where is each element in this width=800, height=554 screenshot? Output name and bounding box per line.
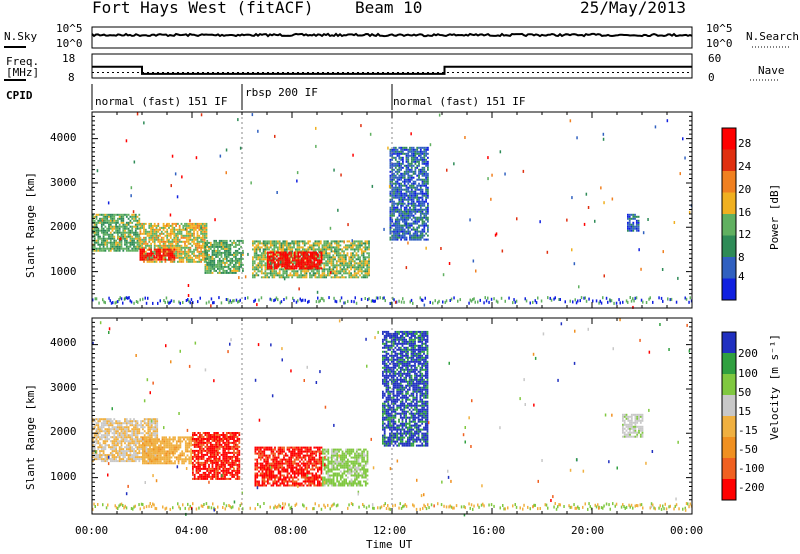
power-colorbar-frame	[721, 127, 737, 301]
power-echo-region-7	[627, 213, 640, 232]
cpid-boundaries	[91, 84, 393, 110]
noise-strip-frame	[91, 26, 693, 49]
xtick-0800: 08:00	[274, 524, 308, 537]
power-cb-tick-28: 28	[738, 137, 752, 150]
power-axis-ticks	[91, 112, 693, 308]
velocity-cb-tick-m15: -15	[738, 424, 758, 437]
velocity-speckle	[92, 318, 691, 517]
nave-tick-high-right: 60	[708, 52, 722, 65]
power-echo-region-6	[389, 146, 429, 241]
power-ground-band	[92, 296, 693, 305]
cpid-segment-3: normal (fast) 151 IF	[393, 95, 526, 108]
velocity-ytick-2000: 2000	[50, 425, 77, 438]
xtick-0000: 00:00	[75, 524, 109, 537]
station-title: Fort Hays West (fitACF)	[92, 0, 314, 17]
velocity-ground-band	[92, 502, 693, 511]
noise-tick-low-right: 10^0	[706, 37, 733, 50]
freq-label: Freq.	[6, 55, 40, 68]
power-colorbar-swatch-6	[722, 149, 736, 171]
xlabel: Time UT	[366, 538, 413, 551]
cpid-label: CPID	[6, 89, 33, 102]
power-cb-tick-12: 12	[738, 228, 752, 241]
power-colorbar-swatch-7	[722, 128, 736, 150]
velocity-colorbar-frame	[721, 331, 737, 501]
power-ytick-4000: 4000	[50, 131, 77, 144]
velocity-cb-tick-15: 15	[738, 405, 752, 418]
velocity-cb-tick-50: 50	[738, 386, 752, 399]
freq-tick-low-left: 8	[68, 71, 75, 84]
power-cb-tick-16: 16	[738, 206, 752, 219]
velocity-colorbar-swatch-5	[722, 374, 736, 395]
cpid-segment-2: rbsp 200 IF	[245, 86, 318, 99]
power-ytick-2000: 2000	[50, 220, 77, 233]
velocity-ytick-4000: 4000	[50, 336, 77, 349]
cpid-segment-1: normal (fast) 151 IF	[95, 95, 228, 108]
date-label: 25/May/2013	[580, 0, 686, 17]
noise-tick-low-left: 10^0	[56, 37, 83, 50]
nave-tick-low-right: 0	[708, 71, 715, 84]
power-ytick-3000: 3000	[50, 176, 77, 189]
velocity-echo-region-3	[254, 446, 323, 487]
power-echo-region-0	[92, 213, 141, 252]
power-cb-tick-4: 4	[738, 270, 745, 283]
frequency-line	[92, 65, 692, 75]
velocity-echo-region-2	[192, 432, 241, 480]
velocity-colorbar-swatch-2	[722, 437, 736, 458]
power-cb-tick-20: 20	[738, 183, 752, 196]
velocity-colorbar-swatch-6	[722, 353, 736, 374]
velocity-colorbar-swatch-3	[722, 416, 736, 437]
power-colorbar-swatch-0	[722, 278, 736, 300]
velocity-echo-region-4	[322, 448, 369, 487]
velocity-cb-tick-100: 100	[738, 367, 758, 380]
velocity-colorbar-swatch-4	[722, 395, 736, 416]
power-colorbar-swatch-1	[722, 257, 736, 279]
power-cb-tick-24: 24	[738, 160, 752, 173]
xtick-1600: 16:00	[472, 524, 506, 537]
power-colorbar-swatch-3	[722, 214, 736, 236]
velocity-colorbar-swatch-7	[722, 332, 736, 353]
power-cb-tick-8: 8	[738, 251, 745, 264]
nsearch-label: N.Search	[746, 30, 799, 43]
velocity-colorbar-swatch-0	[722, 479, 736, 500]
power-mode-boundaries	[241, 112, 393, 308]
velocity-ytick-3000: 3000	[50, 381, 77, 394]
power-echo-region-2	[139, 248, 176, 261]
xtick-0400: 04:00	[175, 524, 209, 537]
velocity-cb-tick-m100: -100	[738, 462, 765, 475]
beam-label: Beam 10	[355, 0, 423, 17]
velocity-echo-region-5	[382, 330, 429, 447]
velocity-echo-region-6	[622, 413, 644, 438]
power-colorbar-swatch-5	[722, 171, 736, 193]
velocity-colorbar-swatch-1	[722, 458, 736, 479]
power-echo-region-5	[267, 251, 323, 270]
velocity-axis-ticks	[91, 318, 693, 514]
xtick-2000: 20:00	[571, 524, 605, 537]
noise-tick-high-left: 10^5	[56, 22, 83, 35]
xtick-2400: 00:00	[670, 524, 704, 537]
power-speckle	[96, 112, 693, 309]
freq-unit-label: [MHz]	[6, 66, 40, 79]
velocity-ytick-1000: 1000	[50, 470, 77, 483]
velocity-echo-region-1	[142, 436, 192, 465]
power-echo-region-3	[204, 239, 244, 274]
freq-tick-high-left: 18	[62, 52, 76, 65]
xtick-1200: 12:00	[373, 524, 407, 537]
velocity-cb-tick-m200: -200	[738, 481, 765, 494]
nave-label: Nave	[758, 64, 785, 77]
power-ytick-1000: 1000	[50, 265, 77, 278]
nsky-label: N.Sky	[4, 30, 38, 43]
power-colorbar-swatch-4	[722, 192, 736, 214]
velocity-cb-tick-m50: -50	[738, 443, 758, 456]
noise-tick-high-right: 10^5	[706, 22, 733, 35]
power-colorbar-swatch-2	[722, 235, 736, 257]
noise-sky-line	[91, 32, 693, 38]
velocity-cb-tick-200: 200	[738, 347, 758, 360]
